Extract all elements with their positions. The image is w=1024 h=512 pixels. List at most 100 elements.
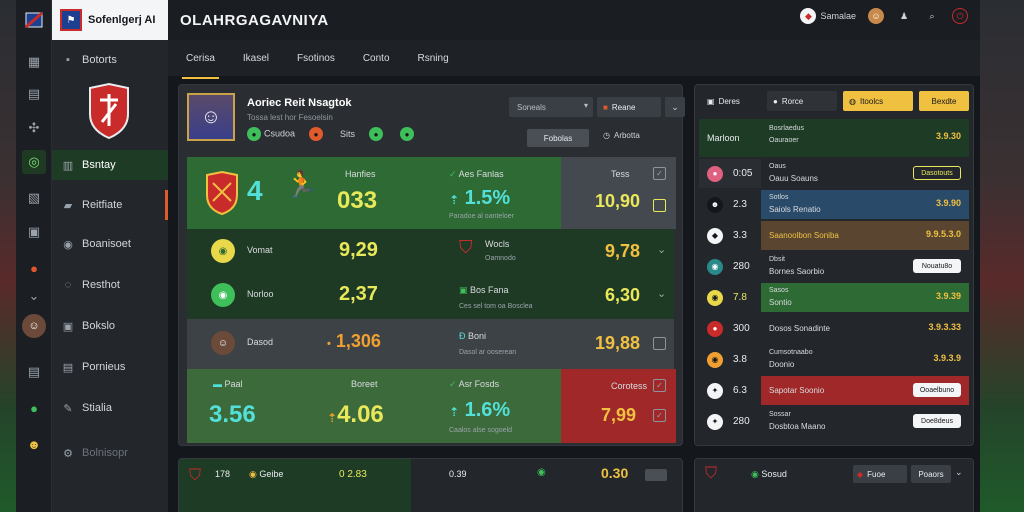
table-row[interactable]: ◉ 7.8 Sasos Sontio 3.9.39 xyxy=(699,283,969,312)
tab-bexdte[interactable]: Bexdte xyxy=(919,91,969,111)
sidebar-item-bokslo[interactable]: ▣ Bokslo xyxy=(52,311,168,341)
cell-tertiary[interactable]: 19,88 xyxy=(561,319,676,369)
cell-secondary[interactable]: ✓ Asr Fosds ⇡ 1.6% Caalos alse sogoeld xyxy=(445,369,561,443)
status-badge[interactable]: Nouatu8o xyxy=(913,259,961,273)
chevron-down-icon[interactable]: ⌄ xyxy=(28,288,40,303)
season-select[interactable]: Soneals ▾ xyxy=(509,97,593,117)
grid-icon[interactable]: ▦ xyxy=(27,54,41,69)
power-icon[interactable]: ⏻ xyxy=(952,8,968,24)
status-badge[interactable]: Doe8deus xyxy=(913,414,961,428)
top-header: OLAHRGAGAVNIYA ◆ Samalae ☺ ♟ ⌕ ⏻ xyxy=(168,0,980,40)
tab-fsotinos[interactable]: Fsotinos xyxy=(297,52,335,64)
sidebar-item-resthot[interactable]: ◌ Resthot xyxy=(52,270,168,300)
expand-chevron-icon[interactable]: ⌄ xyxy=(665,97,685,117)
cell-tertiary[interactable]: 6,30 ⌄ xyxy=(561,275,676,319)
bottom-panel-left: ⛉ 178 ◉ Geibe 0 2.83 0.39 ◉ 0.30 xyxy=(178,458,683,512)
cell-primary[interactable]: ◉ Vomat 9,29 xyxy=(187,229,445,275)
stat-csudoa[interactable]: ● Csudoa xyxy=(247,127,295,141)
brand[interactable]: ⚑ Sofenlgerj AI xyxy=(52,0,168,40)
chart-icon[interactable]: ◎ xyxy=(22,150,46,174)
flag-logo-icon[interactable] xyxy=(22,8,46,32)
sidebar-item-boanisoet[interactable]: ◉ Boanisoet xyxy=(52,229,168,259)
select-checkbox[interactable]: ✓ xyxy=(653,409,666,422)
pin-checkbox[interactable]: ✓ xyxy=(653,379,666,392)
sidebar-item-pornieus[interactable]: ▤ Pornieus xyxy=(52,352,168,382)
sidebar-item-bsntay[interactable]: ▥ Bsntay xyxy=(52,150,168,180)
cell-label: Norloo xyxy=(247,289,274,299)
boot-icon[interactable]: ● xyxy=(369,127,384,141)
cell-label: Dasod xyxy=(247,337,274,347)
cell-tertiary[interactable]: 9,78 ⌄ xyxy=(561,229,676,275)
cell-primary[interactable]: ◉ Norloo 2,37 xyxy=(187,275,445,319)
cell-primary[interactable]: ▬ Paal Boreet 3.56 ⇡4.06 xyxy=(187,369,445,443)
book-icon[interactable]: ▤ xyxy=(27,86,41,101)
table-row[interactable]: Marloon Bosrlaedus Oauraoer 3.9.30 xyxy=(699,119,969,157)
player-photo[interactable]: ☺ xyxy=(187,93,235,141)
table-row[interactable]: ● 300 Dosos Sonadinte 3.9.3.33 xyxy=(699,314,969,343)
cell-label-with-icon: ✓ Asr Fosds xyxy=(449,379,499,390)
cell-secondary[interactable]: ⛉ Wocls Oamnodo xyxy=(445,229,561,275)
target-icon[interactable]: ● xyxy=(400,127,415,141)
chevron-down-icon[interactable]: ⌄ xyxy=(955,467,963,477)
cell-primary[interactable]: ☺ Dasod • 1,306 xyxy=(187,319,445,369)
filter-tag[interactable]: Fobolas xyxy=(527,129,589,147)
chevron-down-icon[interactable]: ⌄ xyxy=(657,244,667,256)
table-row[interactable]: ● 0:05 Oaus Oauu Soauns Dasotouts xyxy=(699,159,969,188)
tab-deres[interactable]: ▣ Deres xyxy=(701,91,763,111)
cell-tertiary[interactable]: Corotess 7,99 ✓ ✓ xyxy=(561,369,676,443)
header-team-chip[interactable]: ◆ Samalae xyxy=(800,8,856,24)
stat-label: Csudoa xyxy=(264,128,296,139)
more-button[interactable] xyxy=(645,469,667,481)
sort-label: Arbotta xyxy=(613,131,640,140)
fixture-team-label: Fuoe xyxy=(867,469,886,479)
status-badge[interactable]: Dasotouts xyxy=(913,166,961,180)
stat-sits[interactable]: Sits xyxy=(340,129,356,139)
tab-cerisa[interactable]: Cerisa xyxy=(182,47,219,79)
avatar[interactable]: ☺ xyxy=(22,314,46,338)
table-row[interactable]: ✦ 280 Sossar Dosbtoa Maano Doe8deus xyxy=(699,407,969,436)
image-icon[interactable]: ▣ xyxy=(27,224,41,239)
compare-button[interactable]: ■ Reane xyxy=(597,97,661,117)
people-icon[interactable]: ● xyxy=(30,400,38,416)
sidebar-item-reitfiate[interactable]: ▰ Reitfiate xyxy=(52,190,168,220)
select-checkbox[interactable] xyxy=(653,337,666,350)
match-value: 0.30 xyxy=(601,465,629,481)
table-row[interactable]: ✦ 6.3 Sapotar Soonio Ooaelbuno xyxy=(699,376,969,405)
chevron-down-icon[interactable]: ⌄ xyxy=(657,288,667,300)
fixture-label: ◉ Sosud xyxy=(751,469,787,480)
sort-control[interactable]: ◷ Arbotta xyxy=(603,131,640,140)
table-row[interactable]: ◆ 3.3 Saanoolbon Soniba 9.9.5.3.0 xyxy=(699,221,969,250)
cell-tertiary[interactable]: Tess 10,90 ✓ xyxy=(561,157,676,229)
tools-icon[interactable]: ✣ xyxy=(28,120,40,135)
tab-rorce[interactable]: ● Rorce xyxy=(767,91,837,111)
list-icon[interactable]: ▤ xyxy=(27,364,41,379)
tab-rsning[interactable]: Rsning xyxy=(417,52,449,64)
doc-icon[interactable]: ▧ xyxy=(27,190,41,205)
fixture-filter-button[interactable]: Poaors xyxy=(911,465,951,483)
select-checkbox[interactable] xyxy=(653,199,666,212)
globe-icon: ◌ xyxy=(64,279,72,291)
sidebar-item-stialia[interactable]: ✎ Stialia xyxy=(52,393,168,423)
cell-secondary[interactable]: Ɖ Boni Dasol ar ooserean xyxy=(445,319,561,369)
status-badge[interactable]: Ooaelbuno xyxy=(913,383,961,397)
sidebar-item-botorts[interactable]: ▪ Botorts xyxy=(52,45,168,75)
tab-ikasel[interactable]: Ikasel xyxy=(242,52,270,64)
club-badge-icon: ◉ xyxy=(707,258,723,275)
table-row[interactable]: ◉ 3.8 Cumsotnaabo Doonio 3.9.3.9 xyxy=(699,345,969,374)
tab-conto[interactable]: Conto xyxy=(362,52,390,64)
cell-primary[interactable]: 4 🏃 Hanfies 033 xyxy=(187,157,445,229)
cell-secondary[interactable]: ▣ Bos Fana Ces sel tom oa Bosclea xyxy=(445,275,561,319)
warning-icon[interactable]: ● xyxy=(30,260,38,276)
fixture-team-button[interactable]: ◆ Fuoe xyxy=(853,465,907,483)
cell-secondary[interactable]: ✓ Aes Fanlas ⇡ 1.5% Paradoe al oanteloer xyxy=(445,157,561,229)
pin-checkbox[interactable]: ✓ xyxy=(653,167,666,180)
search-icon[interactable]: ⌕ xyxy=(929,10,935,21)
tab-itoolcs[interactable]: ◍ Itoolcs xyxy=(843,91,913,111)
avatar[interactable]: ☺ xyxy=(868,8,884,24)
fire-icon[interactable]: ● xyxy=(309,127,324,141)
table-row[interactable]: ☻ 2.3 Sotlos Saiols Renatio 3.9.90 xyxy=(699,190,969,219)
user-icon[interactable]: ♟ xyxy=(899,10,909,21)
sidebar-item-bolnisopr[interactable]: ⚙ Bolnisopr xyxy=(52,438,168,468)
table-row[interactable]: ◉ 280 Dbsit Bornes Saorbio Nouatu8o xyxy=(699,252,969,281)
user-icon[interactable]: ☻ xyxy=(27,436,41,452)
